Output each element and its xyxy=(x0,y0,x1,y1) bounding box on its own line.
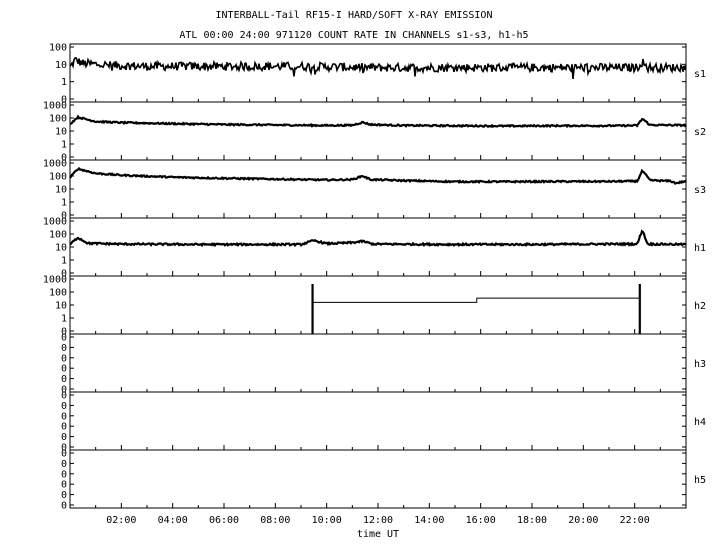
channel-label: s2 xyxy=(694,127,706,138)
y-tick-label: 0 xyxy=(61,443,67,454)
y-tick-label: 0 xyxy=(61,343,67,354)
x-tick-label: 10:00 xyxy=(312,515,342,526)
channel-label: h1 xyxy=(694,243,706,254)
y-tick-label: 10 xyxy=(55,127,67,138)
y-tick-label: 0 xyxy=(61,480,67,491)
y-tick-label: 1000 xyxy=(43,275,67,286)
y-tick-label: 0 xyxy=(61,353,67,364)
y-tick-label: 0 xyxy=(61,211,67,222)
x-tick-label: 08:00 xyxy=(260,515,290,526)
x-tick-label: 22:00 xyxy=(620,515,650,526)
y-tick-label: 0 xyxy=(61,459,67,470)
y-tick-label: 0 xyxy=(61,374,67,385)
series-s3 xyxy=(69,166,687,185)
channel-label: s1 xyxy=(694,69,706,80)
panel-frame xyxy=(69,333,687,393)
channel-label: h3 xyxy=(694,359,706,370)
panel-frame xyxy=(69,275,687,335)
y-tick-label: 1 xyxy=(61,140,67,151)
y-tick-label: 100 xyxy=(49,114,67,125)
x-tick-label: 18:00 xyxy=(517,515,547,526)
y-tick-label: 0 xyxy=(61,364,67,375)
y-tick-label: 10 xyxy=(55,185,67,196)
x-axis-label: time UT xyxy=(357,529,399,540)
y-tick-label: 0 xyxy=(61,449,67,460)
panel-frame xyxy=(69,449,687,509)
panel-stack: 1001010s110001001010s210001001010s310001… xyxy=(43,43,706,512)
panel-frame xyxy=(69,101,687,161)
y-tick-label: 1 xyxy=(61,198,67,209)
y-tick-label: 0 xyxy=(61,327,67,338)
y-tick-label: 1 xyxy=(61,77,67,88)
y-tick-label: 1 xyxy=(61,256,67,267)
panel-frame xyxy=(69,391,687,451)
x-tick-label: 14:00 xyxy=(414,515,444,526)
y-tick-label: 10 xyxy=(55,243,67,254)
x-tick-label: 20:00 xyxy=(568,515,598,526)
series-h1 xyxy=(69,229,687,248)
channel-label: h2 xyxy=(694,301,706,312)
y-tick-label: 0 xyxy=(61,385,67,396)
chart-subtitle: ATL 00:00 24:00 971120 COUNT RATE IN CHA… xyxy=(179,30,528,41)
y-tick-label: 100 xyxy=(49,43,67,54)
y-tick-label: 0 xyxy=(61,401,67,412)
y-tick-label: 0 xyxy=(61,422,67,433)
panel-frame xyxy=(69,217,687,277)
channel-label: s3 xyxy=(694,185,706,196)
x-axis: 02:00 04:00 06:00 08:00 10:00 12:00 14:00 16:00… xyxy=(106,515,649,526)
y-tick-label: 0 xyxy=(61,391,67,402)
y-tick-label: 100 xyxy=(49,230,67,241)
y-tick-label: 100 xyxy=(49,288,67,299)
y-tick-label: 0 xyxy=(61,432,67,443)
y-tick-label: 0 xyxy=(61,501,67,512)
chart-title: INTERBALL-Tail RF15-I HARD/SOFT X-RAY EM… xyxy=(216,10,493,21)
y-tick-label: 10 xyxy=(55,301,67,312)
x-tick-label: 12:00 xyxy=(363,515,393,526)
y-tick-label: 0 xyxy=(61,153,67,164)
y-tick-label: 1 xyxy=(61,314,67,325)
series-h2 xyxy=(312,297,640,303)
panel-frame xyxy=(69,159,687,219)
y-tick-label: 0 xyxy=(61,411,67,422)
y-tick-label: 0 xyxy=(61,490,67,501)
y-tick-label: 1000 xyxy=(43,159,67,170)
y-tick-label: 1000 xyxy=(43,217,67,228)
y-tick-label: 0 xyxy=(61,333,67,344)
y-tick-label: 0 xyxy=(61,469,67,480)
x-tick-label: 16:00 xyxy=(466,515,496,526)
y-tick-label: 0 xyxy=(61,95,67,106)
x-tick-label: 04:00 xyxy=(158,515,188,526)
channel-label: h5 xyxy=(694,475,706,486)
x-tick-label: 06:00 xyxy=(209,515,239,526)
y-tick-label: 1000 xyxy=(43,101,67,112)
y-tick-label: 100 xyxy=(49,172,67,183)
channel-label: h4 xyxy=(694,417,706,428)
y-tick-label: 0 xyxy=(61,269,67,280)
y-tick-label: 10 xyxy=(55,60,67,71)
panel-frame xyxy=(69,43,687,103)
series-s2 xyxy=(70,114,687,129)
series-s1 xyxy=(69,56,687,79)
x-tick-label: 02:00 xyxy=(106,515,136,526)
